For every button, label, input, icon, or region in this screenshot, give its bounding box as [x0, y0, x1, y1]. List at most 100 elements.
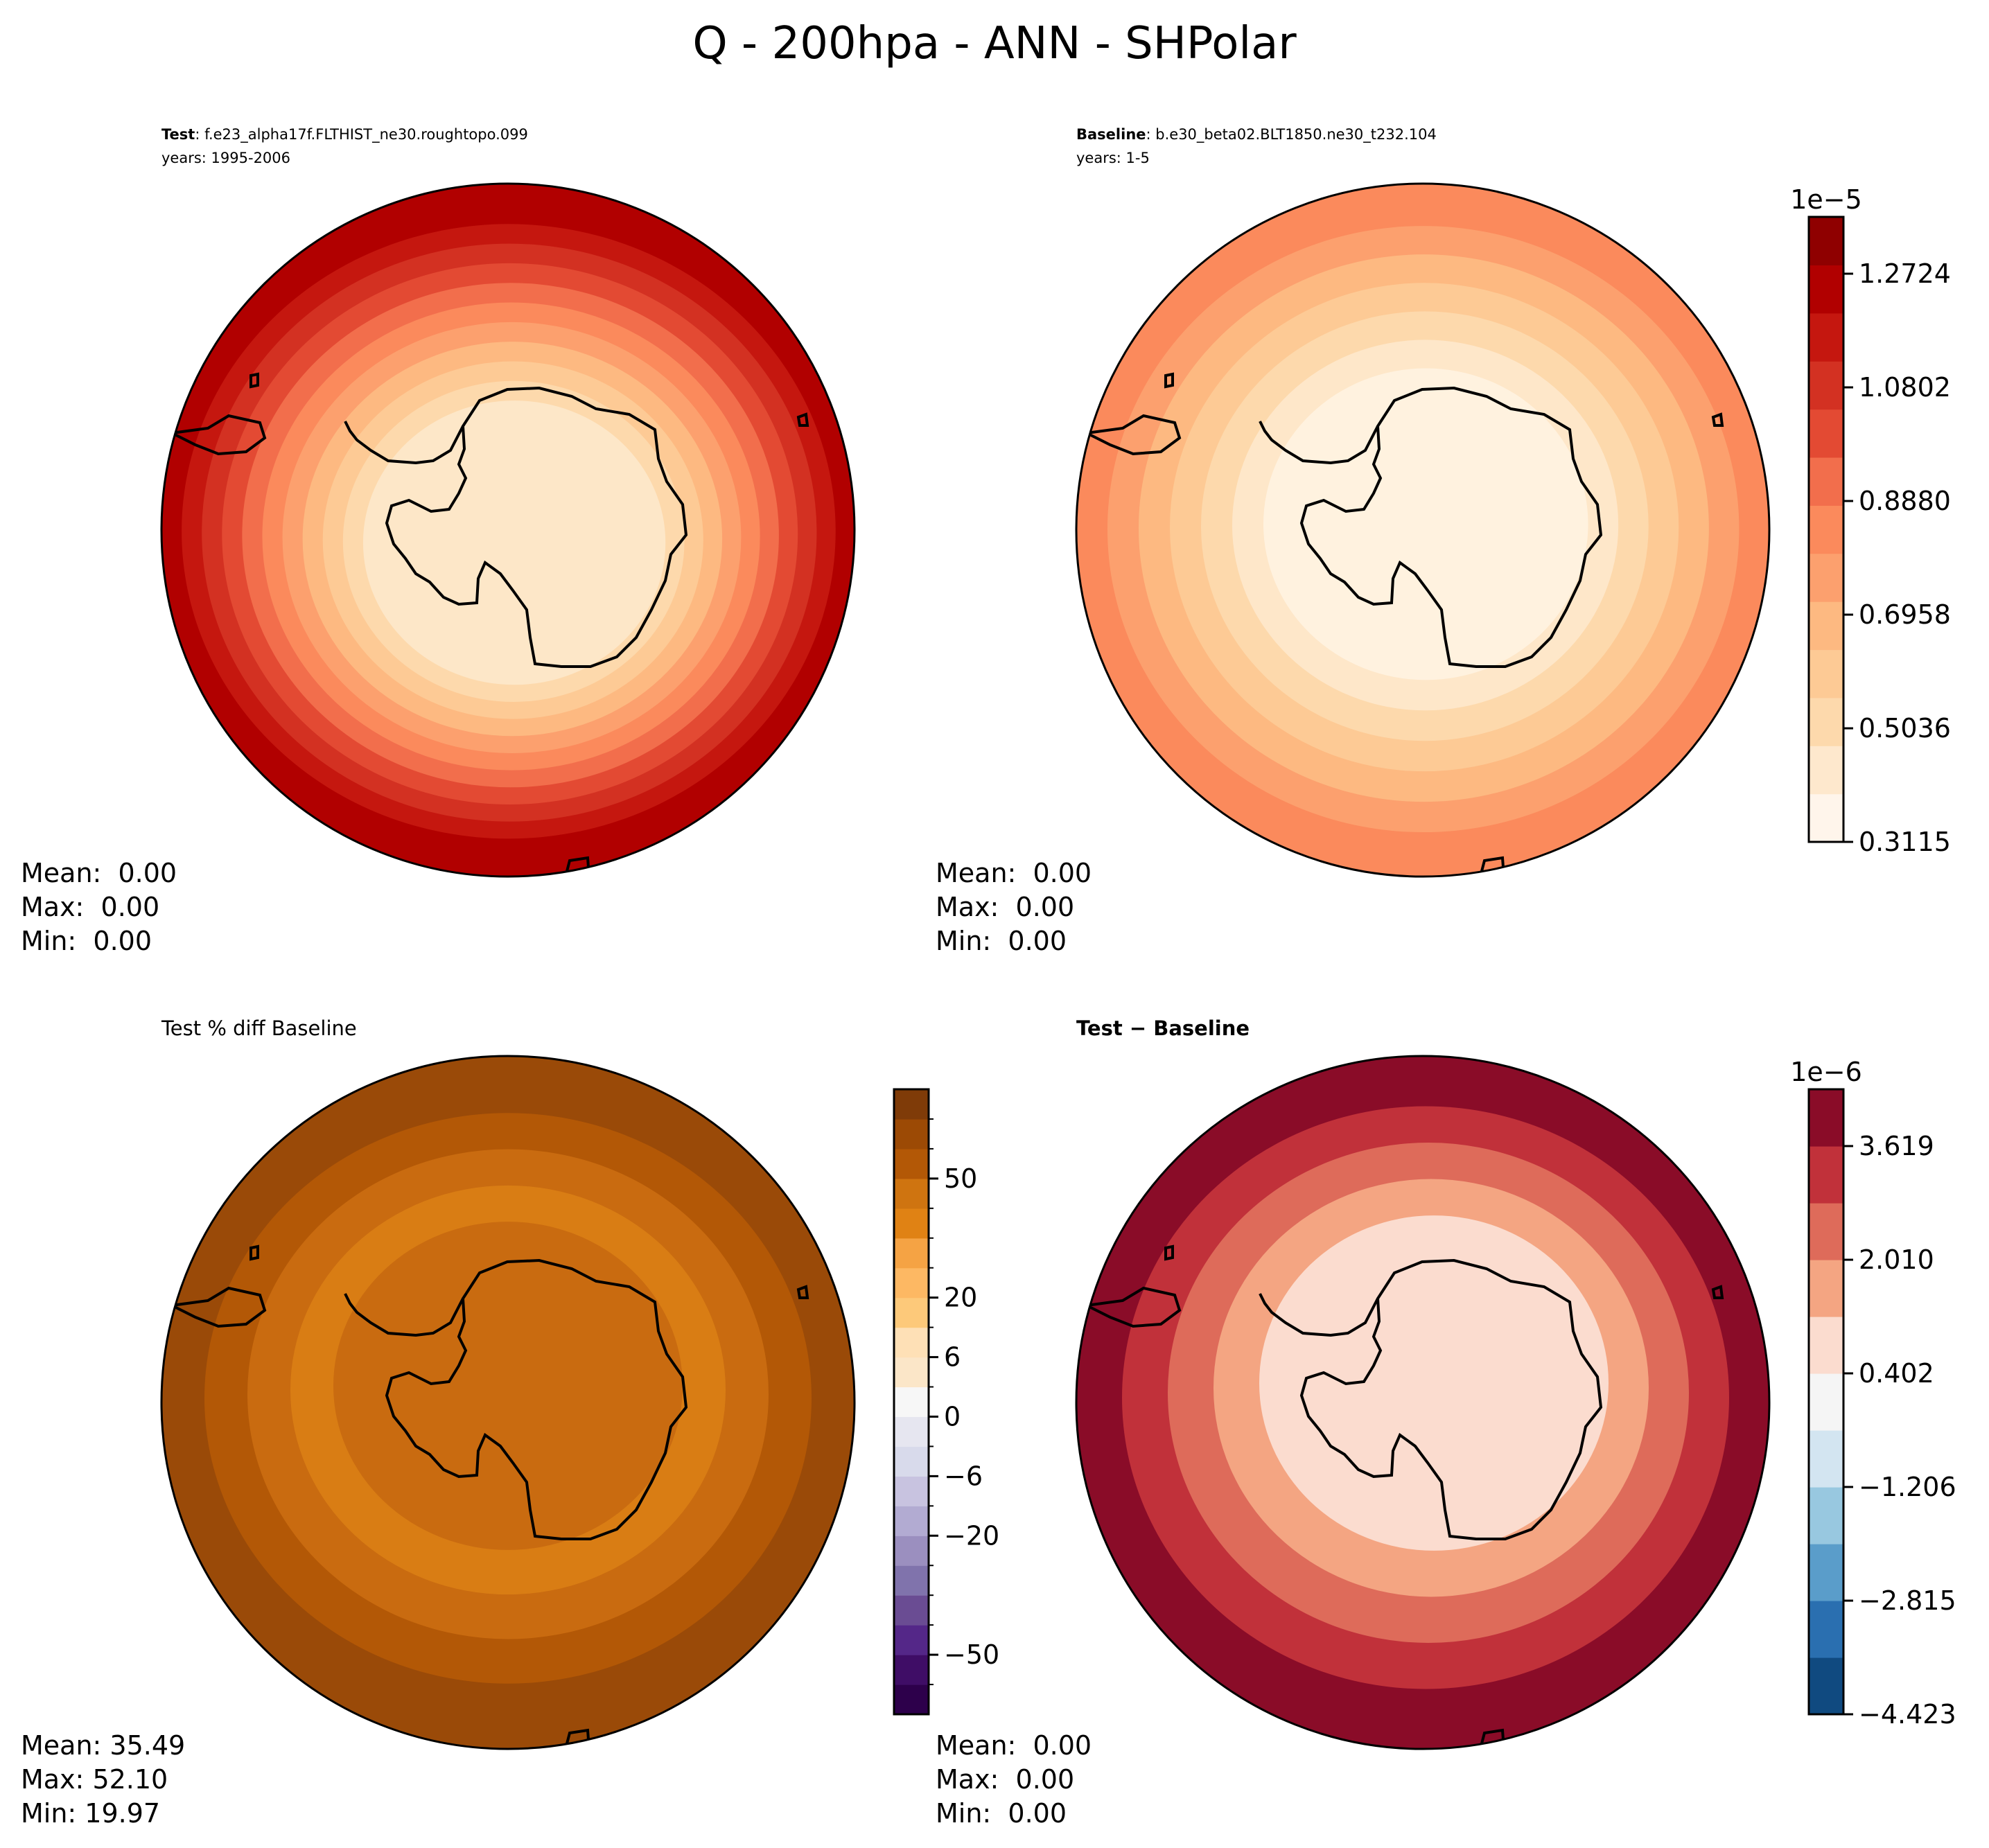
colorbar-band-8: [894, 1446, 929, 1477]
colorbar-tick-label: −2.815: [1859, 1585, 1956, 1616]
panel-test-title-rest: : f.e23_alpha17f.FLTHIST_ne30.roughtopo.…: [195, 126, 528, 143]
colorbar-tick-label: 50: [944, 1163, 977, 1194]
panel-difference-min: Min: 0.00: [936, 1798, 1067, 1829]
colorbar-band-7: [894, 1476, 929, 1506]
colorbar-band-3: [1809, 1487, 1843, 1545]
colorbar-band-6: [1809, 505, 1843, 554]
panel-baseline-title: Baseline: b.e30_beta02.BLT1850.ne30_t232…: [1076, 126, 1437, 143]
colorbar-tick-label: 0.6958: [1859, 599, 1951, 630]
island-c: [796, 1285, 809, 1299]
panel-baseline-title-bold: Baseline: [1076, 126, 1146, 143]
colorbar-tick-label: 0.5036: [1859, 713, 1951, 743]
colorbar-band-7: [1809, 457, 1843, 506]
island-a: [1082, 414, 1182, 456]
colorbar-band-3: [1809, 649, 1843, 698]
panel-baseline-coastline: [1082, 372, 1724, 877]
panel-test-map: [161, 184, 855, 877]
colorbar-band-12: [1809, 217, 1843, 265]
panel-test-min: Min: 0.00: [21, 926, 152, 956]
figure-title: Q - 200hpa - ANN - SHPolar: [692, 18, 1297, 69]
colorbar-band-1: [1809, 746, 1843, 795]
panel-test-title-bold: Test: [161, 126, 195, 143]
colorbar-tick-label: 0: [944, 1401, 961, 1432]
panel-baseline-subtitle: years: 1-5: [1076, 150, 1150, 166]
colorbar-tick-label: 1.0802: [1859, 372, 1951, 403]
colorbar-band-0: [1809, 793, 1843, 843]
panel-difference-boundary: [1075, 1055, 1771, 1750]
colorbar-percent-diff: 50 20 6 0 −6 −20 −50: [893, 1088, 999, 1716]
colorbar-band-8: [1809, 1203, 1843, 1260]
colorbar-frame: [1807, 215, 1845, 843]
antarctica-coastline: [385, 386, 688, 668]
panel-difference-coastline: [1082, 1244, 1724, 1749]
colorbar-band-10: [894, 1387, 929, 1418]
colorbar-tick-label: 3.619: [1859, 1131, 1934, 1161]
colorbar-tick-label: 0.8880: [1859, 486, 1951, 516]
panel-percent-diff-mean: Mean: 35.49: [21, 1730, 185, 1761]
panel-test-mean: Mean: 0.00: [21, 858, 177, 888]
panel-percent-diff-map: [161, 1056, 855, 1749]
colorbar-band-9: [1809, 1146, 1843, 1204]
antarctic-peninsula: [344, 1293, 464, 1337]
colorbar-tick-label: 6: [944, 1342, 961, 1373]
colorbar-band-1: [894, 1655, 929, 1685]
colorbar-band-11: [1809, 265, 1843, 314]
colorbar-band-17: [894, 1178, 929, 1209]
island-c: [796, 412, 809, 427]
contour-band-0: [362, 401, 666, 685]
colorbar-difference-exponent: 1e−6: [1790, 1057, 1862, 1087]
colorbar-band-3: [894, 1595, 929, 1626]
colorbar-band-0: [894, 1684, 929, 1715]
colorbar-band-4: [894, 1565, 929, 1596]
island-a: [167, 1286, 267, 1328]
colorbar-band-5: [894, 1535, 929, 1566]
colorbar-band-4: [1809, 601, 1843, 651]
panel-baseline: Baseline: b.e30_beta02.BLT1850.ne30_t232…: [936, 126, 1951, 956]
island-a: [1082, 1286, 1182, 1328]
colorbar-band-20: [894, 1089, 929, 1120]
island-a: [167, 414, 267, 456]
colorbar-band-5: [1809, 1373, 1843, 1431]
colorbar-tick-label: 0.402: [1859, 1358, 1934, 1389]
panel-percent-diff-min: Min: 19.97: [21, 1798, 160, 1829]
colorbar-band-16: [894, 1208, 929, 1239]
panel-test-subtitle: years: 1995-2006: [161, 150, 290, 166]
panel-percent-diff-title: Test % diff Baseline: [161, 1017, 357, 1040]
island-b: [249, 372, 259, 389]
contour-band-0: [333, 1222, 683, 1550]
panel-test-boundary: [160, 182, 856, 878]
colorbar-band-2: [894, 1625, 929, 1655]
colorbar-band-15: [894, 1238, 929, 1269]
colorbar-band-4: [1809, 1430, 1843, 1488]
panel-percent-diff-max: Max: 52.10: [21, 1764, 168, 1795]
island-b: [1164, 1244, 1174, 1261]
panel-baseline-max: Max: 0.00: [936, 892, 1074, 922]
colorbar-tick-label: −4.423: [1859, 1699, 1956, 1730]
colorbar-band-1: [1809, 1601, 1843, 1658]
colorbar-band-2: [1809, 697, 1843, 746]
colorbar-tick-label: 20: [944, 1283, 977, 1313]
island-c: [1711, 412, 1724, 427]
colorbar-band-6: [894, 1506, 929, 1536]
contour-band-0: [1263, 368, 1588, 680]
panel-baseline-mean: Mean: 0.00: [936, 858, 1092, 888]
colorbar-band-12: [894, 1327, 929, 1358]
antarctic-peninsula: [344, 421, 464, 465]
colorbar-band-5: [1809, 553, 1843, 602]
island-b: [1164, 372, 1174, 389]
panel-percent-diff: Test % diff Baseline Mean: 35.49 Max: 52…: [21, 1017, 999, 1829]
panel-difference-map: [1076, 1056, 1769, 1749]
colorbar-tick-label: 0.3115: [1859, 827, 1951, 857]
panel-test-coastline: [167, 372, 809, 877]
antarctica-coastline: [1299, 386, 1603, 668]
colorbar-frame: [1807, 1088, 1845, 1716]
colorbar-band-18: [894, 1148, 929, 1179]
colorbar-band-10: [1809, 313, 1843, 362]
colorbar-baseline-exponent: 1e−5: [1790, 184, 1862, 215]
island-c: [1711, 1285, 1724, 1299]
panel-baseline-title-rest: : b.e30_beta02.BLT1850.ne30_t232.104: [1146, 126, 1437, 143]
colorbar-tick-label: 1.2724: [1859, 258, 1951, 289]
colorbar-band-13: [894, 1297, 929, 1328]
panel-baseline-min: Min: 0.00: [936, 926, 1067, 956]
